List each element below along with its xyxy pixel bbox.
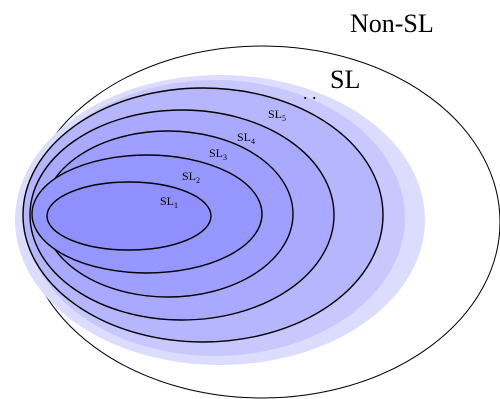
sl-dots: . . [303,83,317,103]
sl1-label: SL1 [160,194,178,210]
sl-label: SL [330,65,360,94]
non-sl-label: Non-SL [350,9,434,38]
sl3-label: SL3 [209,146,227,162]
sl4-label: SL4 [237,130,255,146]
sl1-ellipse [46,181,212,251]
sl5-label: SL5 [268,107,286,123]
sl2-label: SL2 [182,169,200,185]
